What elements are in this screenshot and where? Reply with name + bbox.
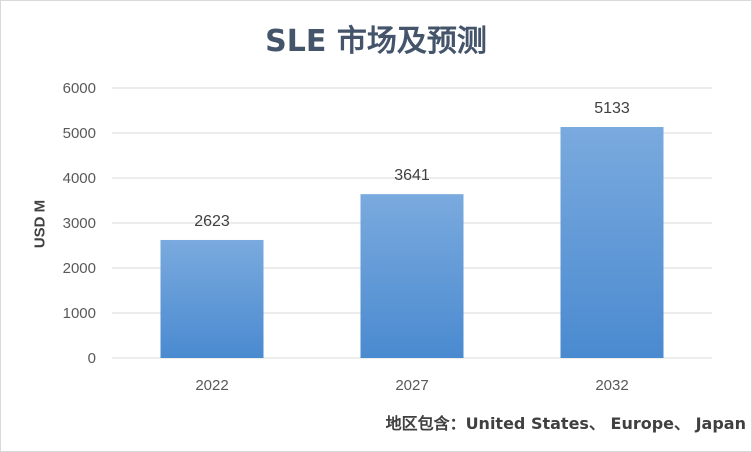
data-label: 5133 — [594, 100, 630, 117]
y-tick-label: 2000 — [63, 260, 96, 277]
data-label: 2623 — [194, 213, 230, 230]
y-tick-label: 1000 — [63, 305, 96, 322]
bar — [160, 239, 264, 358]
bar — [560, 127, 664, 358]
y-tick-label: 5000 — [63, 125, 96, 142]
region-footnote: 地区包含：United States、 Europe、 Japan — [385, 414, 746, 433]
y-tick-label: 6000 — [63, 80, 96, 97]
y-tick-label: 0 — [88, 350, 96, 367]
x-tick-label: 2032 — [595, 377, 628, 394]
x-tick-label: 2022 — [195, 377, 228, 394]
y-tick-label: 4000 — [63, 170, 96, 187]
x-tick-label: 2027 — [395, 377, 428, 394]
chart-title: SLE 市场及预测 — [265, 24, 487, 59]
data-label: 3641 — [394, 167, 430, 184]
bar — [360, 194, 464, 358]
y-tick-label: 3000 — [63, 215, 96, 232]
